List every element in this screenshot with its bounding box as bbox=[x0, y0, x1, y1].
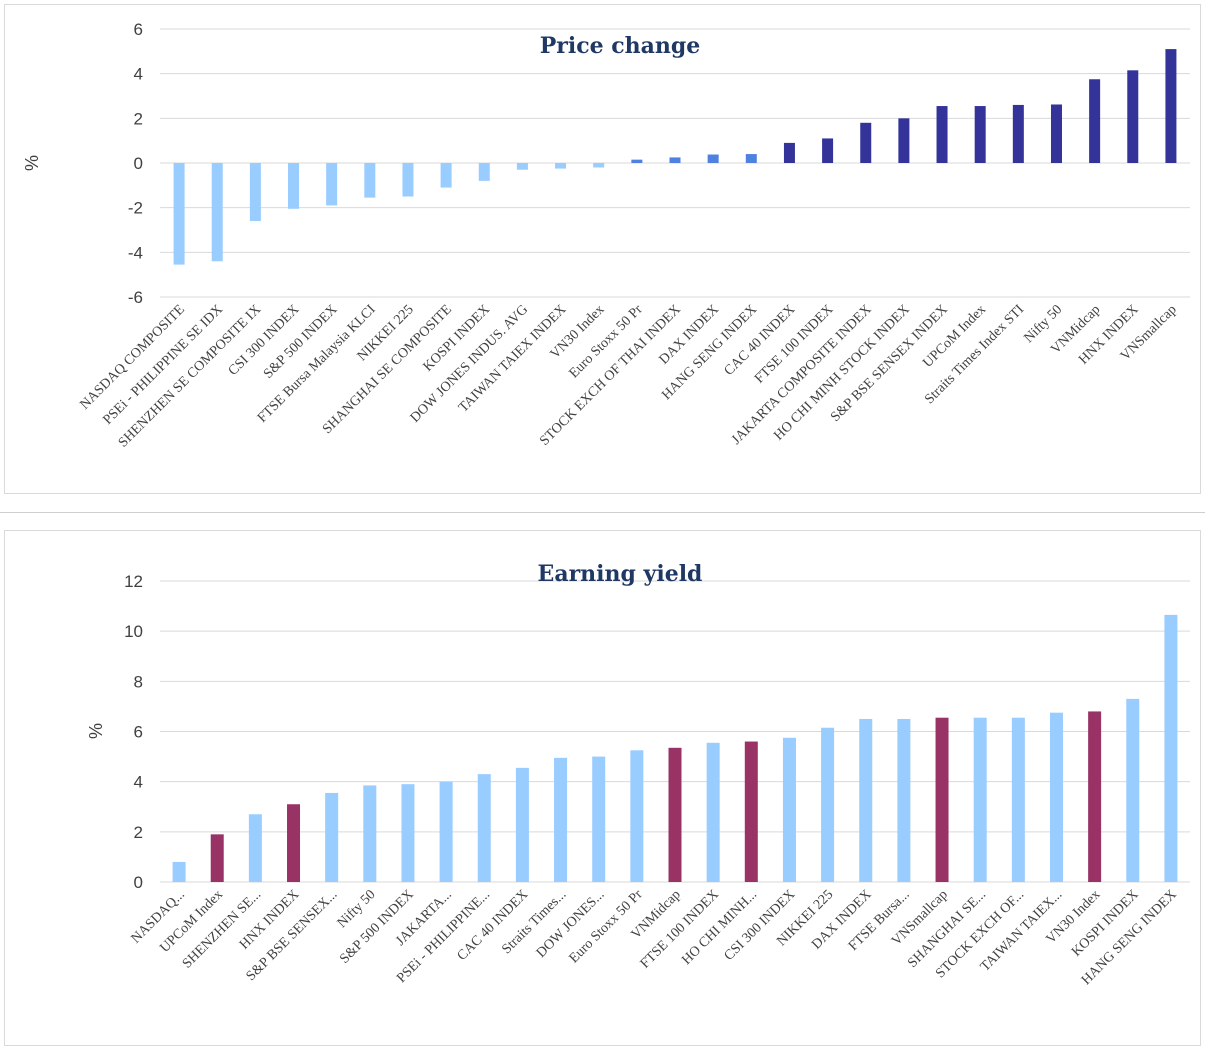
earning-yield-bar bbox=[1049, 712, 1063, 882]
price-change-x-tick-label: KOSPI INDEX bbox=[421, 302, 493, 374]
price-change-bar bbox=[1127, 70, 1139, 163]
price-change-bar bbox=[402, 163, 414, 197]
price-change-bar bbox=[707, 154, 719, 163]
earning-yield-bar bbox=[1088, 711, 1102, 882]
price-change-bar bbox=[249, 163, 261, 222]
price-change-bar bbox=[631, 159, 643, 163]
price-change-bar bbox=[1012, 104, 1024, 163]
earning-yield-bar bbox=[1126, 698, 1140, 882]
earning-yield-bar bbox=[744, 741, 758, 882]
price-change-bar bbox=[745, 154, 757, 163]
earning-yield-y-tick-label: 10 bbox=[124, 622, 143, 641]
price-change-chart-panel: -6 -4 -2 0 2 4 6 Price change% NASDAQ COMPOSITE P… bbox=[4, 4, 1201, 494]
earning-yield-bar bbox=[439, 781, 453, 882]
price-change-bar bbox=[822, 138, 834, 163]
earning-yield-y-tick-label: 2 bbox=[134, 823, 143, 842]
price-change-bar bbox=[326, 163, 338, 206]
price-change-y-axis-label: % bbox=[22, 155, 42, 171]
price-change-bar bbox=[440, 163, 452, 188]
price-change-bar bbox=[516, 163, 528, 170]
price-change-y-tick-label: -6 bbox=[128, 288, 143, 307]
earning-yield-bar bbox=[592, 756, 606, 882]
earning-yield-y-tick-label: 8 bbox=[134, 672, 143, 691]
price-change-x-tick-label: SHENZHEN SE COMPOSITE IX bbox=[116, 302, 264, 450]
chart-divider bbox=[0, 512, 1205, 513]
earning-yield-y-axis-label: % bbox=[86, 723, 106, 739]
earning-yield-y-tick-label: 0 bbox=[134, 873, 143, 892]
price-change-bar bbox=[288, 163, 300, 209]
earning-yield-bar bbox=[935, 717, 949, 882]
earning-yield-x-tick-label: KOSPI INDEX bbox=[1069, 887, 1141, 959]
price-change-bar bbox=[936, 106, 948, 163]
earning-yield-bar bbox=[973, 717, 987, 882]
price-change-bar bbox=[669, 157, 681, 163]
earning-yield-chart-title: Earning yield bbox=[538, 561, 703, 587]
price-change-x-tick-label: JAKARTA COMPOSITE INDEX bbox=[729, 302, 875, 448]
price-change-y-tick-label: 2 bbox=[134, 109, 143, 128]
price-change-y-tick-label: 6 bbox=[134, 20, 143, 39]
price-change-y-tick-label: -4 bbox=[128, 243, 143, 262]
price-change-bar bbox=[898, 118, 910, 163]
earning-yield-bar bbox=[1011, 717, 1025, 882]
earning-yield-bar bbox=[287, 804, 301, 882]
price-change-bar bbox=[1050, 104, 1062, 163]
price-change-y-tick-label: 4 bbox=[134, 65, 143, 84]
price-change-bar bbox=[783, 142, 795, 163]
earning-yield-bar bbox=[1164, 614, 1178, 882]
earning-yield-bar bbox=[325, 792, 339, 882]
price-change-bar bbox=[593, 163, 605, 168]
price-change-y-tick-label: 0 bbox=[134, 154, 143, 173]
earning-yield-y-tick-label: 4 bbox=[134, 773, 143, 792]
price-change-bar bbox=[1165, 49, 1177, 163]
price-change-bar bbox=[555, 163, 567, 169]
earning-yield-bar bbox=[363, 785, 377, 882]
price-change-y-tick-label: -2 bbox=[128, 199, 143, 218]
price-change-bar bbox=[211, 163, 223, 262]
price-change-bar bbox=[478, 163, 490, 181]
earning-yield-y-tick-label: 12 bbox=[124, 572, 143, 591]
earning-yield-bar bbox=[210, 834, 224, 882]
earning-yield-bar bbox=[821, 727, 835, 882]
price-change-bar bbox=[364, 163, 376, 198]
earning-yield-bar bbox=[668, 747, 682, 882]
earning-yield-bar bbox=[401, 784, 415, 882]
earning-yield-bar bbox=[248, 814, 262, 882]
earning-yield-chart-panel: 0 2 4 6 8 10 12 Earning yield% NASDAQ... UPCoM In… bbox=[4, 530, 1201, 1046]
earning-yield-x-tick-label: DOW JONES... bbox=[534, 887, 608, 961]
earning-yield-bar bbox=[897, 718, 911, 882]
earning-yield-bar bbox=[172, 861, 186, 882]
earning-yield-bar bbox=[554, 757, 568, 882]
price-change-bar bbox=[1089, 79, 1101, 163]
earning-yield-bar bbox=[515, 767, 529, 882]
price-change-bar bbox=[974, 106, 986, 163]
price-change-chart-title: Price change bbox=[540, 33, 701, 59]
earning-yield-bar bbox=[630, 750, 644, 882]
earning-yield-bar bbox=[782, 737, 796, 882]
earning-yield-bar bbox=[706, 742, 720, 882]
earning-yield-y-tick-label: 6 bbox=[134, 723, 143, 742]
price-change-bar bbox=[173, 163, 185, 265]
price-change-x-tick-label: STOCK EXCH OF THAI INDEX bbox=[537, 302, 684, 449]
earning-yield-bar bbox=[477, 774, 491, 882]
earning-yield-bar bbox=[859, 718, 873, 882]
price-change-bar bbox=[860, 122, 872, 163]
